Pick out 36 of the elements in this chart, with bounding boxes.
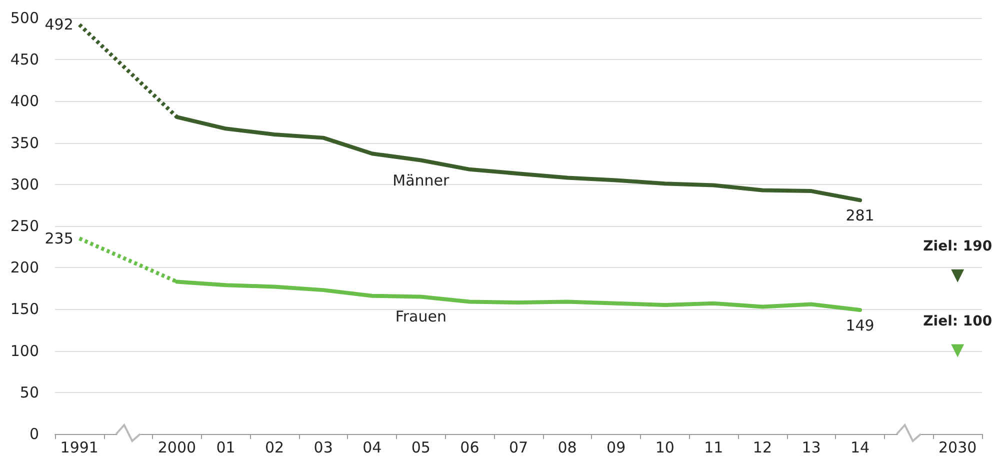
x-tick-label: 1991 xyxy=(60,438,98,456)
y-tick-label: 450 xyxy=(10,50,39,69)
y-tick-label: 300 xyxy=(10,175,39,194)
data-label: 492 xyxy=(44,16,74,34)
x-tick-label: 04 xyxy=(362,438,382,456)
data-label: Ziel: 100 xyxy=(923,313,992,330)
series-label: Männer xyxy=(392,171,450,190)
y-tick-label: 400 xyxy=(10,92,39,110)
y-tick-label: 100 xyxy=(10,342,39,360)
y-tick-label: 200 xyxy=(10,258,39,277)
data-label: 281 xyxy=(846,206,874,225)
x-tick-label: 07 xyxy=(508,438,528,456)
y-tick-label: 500 xyxy=(10,9,39,27)
x-tick-label: 09 xyxy=(606,438,626,456)
x-tick-label: 10 xyxy=(655,438,674,456)
y-tick-label: 150 xyxy=(10,300,39,318)
x-tick-label: 02 xyxy=(265,438,284,456)
data-label: 149 xyxy=(846,316,874,335)
x-tick-label: 11 xyxy=(704,438,724,456)
y-tick-label: 350 xyxy=(10,134,39,152)
x-tick-label: 01 xyxy=(216,438,236,456)
x-tick-label: 14 xyxy=(850,438,870,456)
data-label: Ziel: 190 xyxy=(923,238,992,254)
x-tick-label: 2030 xyxy=(938,438,977,456)
x-tick-label: 06 xyxy=(460,438,480,456)
x-tick-label: 13 xyxy=(802,438,821,456)
y-tick-label: 250 xyxy=(10,217,39,235)
x-tick-label: 05 xyxy=(411,438,430,456)
x-tick-label: 12 xyxy=(752,438,772,456)
series-label: Frauen xyxy=(395,308,446,326)
x-tick-label: 2000 xyxy=(158,438,196,456)
y-tick-label: 0 xyxy=(29,425,39,443)
data-label: 235 xyxy=(44,229,74,248)
x-tick-label: 08 xyxy=(558,438,577,456)
x-tick-label: 03 xyxy=(314,438,333,456)
y-tick-label: 50 xyxy=(20,383,39,402)
